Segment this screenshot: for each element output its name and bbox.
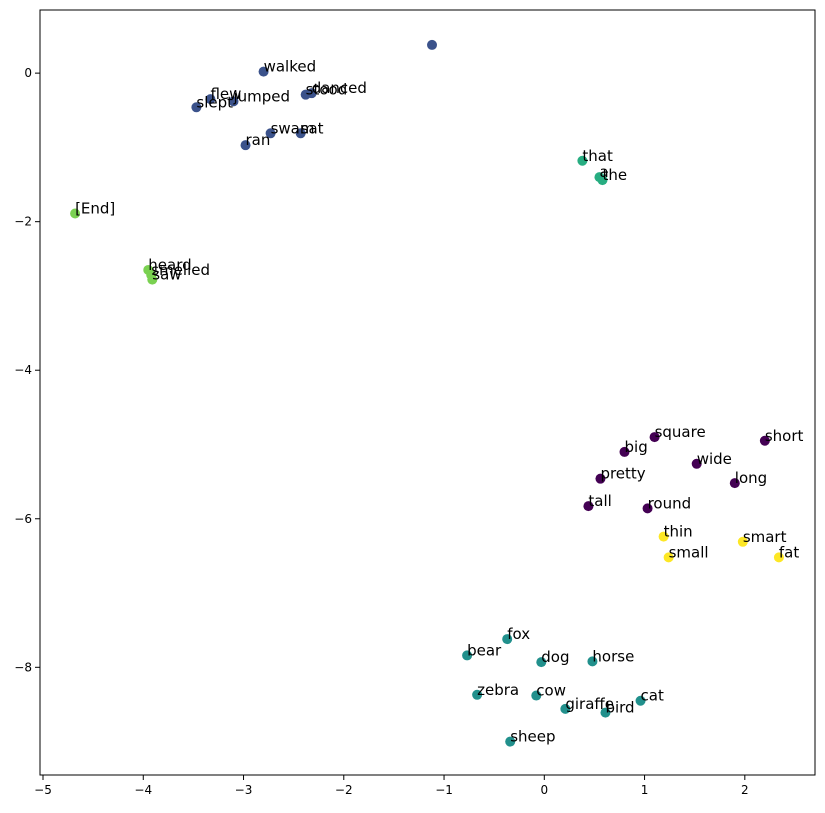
point-label: sheep <box>510 728 555 746</box>
point-label: [End] <box>75 200 115 218</box>
scatter-point <box>577 155 588 166</box>
scatter-point <box>205 94 216 105</box>
point-label: danced <box>312 79 367 97</box>
scatter-point <box>649 432 660 443</box>
point-label: fat <box>779 543 799 561</box>
scatter-point <box>265 128 276 139</box>
x-tick-label: −4 <box>134 783 152 797</box>
scatter-point <box>737 536 748 547</box>
point-label: sat <box>301 119 324 137</box>
scatter-point <box>536 657 547 668</box>
scatter-point <box>583 501 594 512</box>
point-label: flew <box>210 85 241 103</box>
y-tick-label: −4 <box>14 363 32 377</box>
point-label: the <box>602 166 627 184</box>
point-label: tall <box>588 492 611 510</box>
point-label: short <box>765 427 804 445</box>
x-tick-label: 2 <box>741 783 749 797</box>
point-label: small <box>669 543 709 561</box>
point-label: bear <box>467 641 502 659</box>
scatter-point <box>663 552 674 563</box>
point-label: giraffe <box>565 695 614 713</box>
point-label: round <box>648 494 692 512</box>
scatter-point <box>658 531 669 542</box>
scatter-point <box>502 634 513 645</box>
points-layer <box>70 39 784 747</box>
point-label: jumped <box>232 87 290 105</box>
scatter-point <box>240 140 251 151</box>
x-tick-label: −3 <box>235 783 253 797</box>
scatter-point <box>635 695 646 706</box>
point-label: big <box>625 438 648 456</box>
scatter-point <box>587 656 598 667</box>
point-label: saw <box>152 266 181 284</box>
scatter-point <box>70 208 81 219</box>
x-axis: −5 −4 −3 −2 −1 0 1 2 <box>34 775 749 797</box>
point-label: walked <box>264 58 317 76</box>
scatter-point <box>691 458 702 469</box>
scatter-point <box>773 552 784 563</box>
y-tick-label: −8 <box>14 660 32 674</box>
scatter-point <box>642 503 653 514</box>
scatter-point <box>228 96 239 107</box>
point-label: horse <box>592 647 634 665</box>
point-label: smart <box>743 528 787 546</box>
point-label: pretty <box>600 465 645 483</box>
point-label: wide <box>697 450 732 468</box>
point-label: stood <box>306 81 348 99</box>
y-tick-label: 0 <box>24 66 32 80</box>
scatter-point <box>729 478 740 489</box>
point-label: slept <box>196 93 233 111</box>
x-tick-label: 0 <box>540 783 548 797</box>
scatter-point <box>600 707 611 718</box>
point-label: long <box>735 469 767 487</box>
y-tick-label: −2 <box>14 215 32 229</box>
scatter-point <box>619 446 630 457</box>
scatter-point <box>595 473 606 484</box>
scatter-point <box>505 736 516 747</box>
scatter-point <box>759 435 770 446</box>
point-label: that <box>582 147 613 165</box>
x-tick-label: −2 <box>335 783 353 797</box>
point-label: ran <box>246 131 271 149</box>
point-label: cat <box>641 687 664 705</box>
y-tick-label: −6 <box>14 512 32 526</box>
scatter-point <box>306 88 317 99</box>
point-label: fox <box>507 625 530 643</box>
point-label: zebra <box>477 681 519 699</box>
scatter-point <box>462 650 473 661</box>
point-label: swam <box>271 119 315 137</box>
point-label: a <box>599 163 608 181</box>
point-label: heard <box>148 256 191 274</box>
scatter-point <box>191 102 202 113</box>
point-label: square <box>655 423 706 441</box>
scatter-point <box>147 274 158 285</box>
x-tick-label: −1 <box>435 783 453 797</box>
scatter-point <box>560 703 571 714</box>
scatter-point <box>258 66 269 77</box>
point-label: dog <box>541 648 569 666</box>
scatter-point <box>472 689 483 700</box>
point-label: bird <box>605 699 634 717</box>
scatter-point <box>427 39 438 50</box>
point-label: cow <box>536 682 566 700</box>
point-label: thin <box>664 523 693 541</box>
plot-frame <box>39 9 816 776</box>
scatter-point <box>597 175 608 186</box>
x-tick-label: −5 <box>34 783 52 797</box>
point-label: smelled <box>151 261 210 279</box>
scatter-point <box>295 128 306 139</box>
scatter-point <box>531 690 542 701</box>
y-axis: −8 −6 −4 −2 0 <box>14 66 40 674</box>
x-tick-label: 1 <box>641 783 649 797</box>
